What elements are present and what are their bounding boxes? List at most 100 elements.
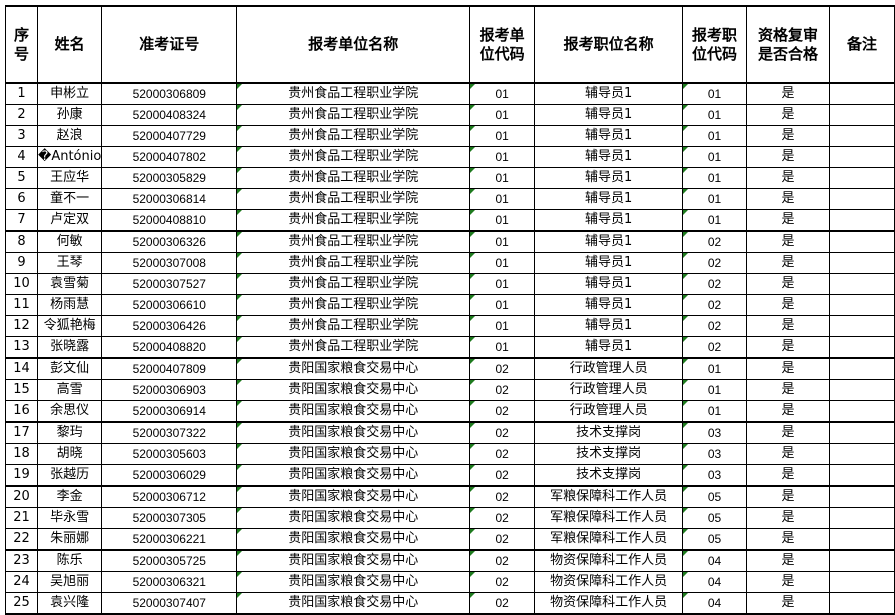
- cell-unit-code[interactable]: 02: [469, 443, 536, 465]
- cell-unit-name[interactable]: 贵州食品工程职业学院: [236, 104, 471, 126]
- cell-position-code[interactable]: 01: [682, 357, 748, 380]
- cell-unit-code[interactable]: 01: [469, 146, 536, 168]
- cell-remarks[interactable]: [828, 252, 895, 274]
- cell-position-code[interactable]: 02: [682, 252, 748, 274]
- cell-exam-id[interactable]: 52000305603: [101, 443, 238, 465]
- cell-remarks[interactable]: [828, 82, 895, 105]
- cell-position-code[interactable]: 05: [682, 528, 748, 551]
- cell-name[interactable]: 袁兴隆: [36, 592, 103, 615]
- cell-index[interactable]: 12: [5, 315, 38, 337]
- cell-position-name[interactable]: 行政管理人员: [534, 400, 684, 423]
- cell-remarks[interactable]: [828, 125, 895, 147]
- cell-name[interactable]: �António: [36, 146, 103, 168]
- cell-unit-code[interactable]: 02: [469, 421, 536, 444]
- cell-index[interactable]: 21: [5, 507, 38, 529]
- cell-remarks[interactable]: [828, 507, 895, 529]
- cell-unit-name[interactable]: 贵阳国家粮食交易中心: [236, 421, 471, 444]
- cell-name[interactable]: 李金: [36, 485, 103, 508]
- cell-position-name[interactable]: 辅导员1: [534, 82, 684, 105]
- cell-position-name[interactable]: 辅导员1: [534, 104, 684, 126]
- cell-unit-code[interactable]: 01: [469, 209, 536, 232]
- cell-unit-name[interactable]: 贵阳国家粮食交易中心: [236, 571, 471, 593]
- cell-exam-id[interactable]: 52000407729: [101, 125, 238, 147]
- cell-qualified[interactable]: 是: [746, 400, 830, 423]
- cell-index[interactable]: 1: [5, 82, 38, 105]
- cell-position-code[interactable]: 01: [682, 82, 748, 105]
- cell-unit-code[interactable]: 01: [469, 82, 536, 105]
- cell-name[interactable]: 王琴: [36, 252, 103, 274]
- cell-remarks[interactable]: [828, 528, 895, 551]
- cell-position-code[interactable]: 01: [682, 167, 748, 189]
- cell-unit-name[interactable]: 贵州食品工程职业学院: [236, 315, 471, 337]
- cell-index[interactable]: 16: [5, 400, 38, 423]
- cell-position-name[interactable]: 物资保障科工作人员: [534, 592, 684, 615]
- cell-unit-code[interactable]: 01: [469, 252, 536, 274]
- cell-qualified[interactable]: 是: [746, 146, 830, 168]
- cell-position-name[interactable]: 军粮保障科工作人员: [534, 528, 684, 551]
- cell-remarks[interactable]: [828, 400, 895, 423]
- cell-unit-code[interactable]: 02: [469, 507, 536, 529]
- cell-qualified[interactable]: 是: [746, 167, 830, 189]
- cell-position-name[interactable]: 辅导员1: [534, 188, 684, 210]
- cell-position-code[interactable]: 01: [682, 209, 748, 232]
- cell-position-name[interactable]: 辅导员1: [534, 146, 684, 168]
- cell-position-name[interactable]: 辅导员1: [534, 273, 684, 295]
- cell-position-code[interactable]: 01: [682, 146, 748, 168]
- cell-index[interactable]: 22: [5, 528, 38, 551]
- cell-position-name[interactable]: 辅导员1: [534, 336, 684, 359]
- cell-index[interactable]: 17: [5, 421, 38, 444]
- cell-exam-id[interactable]: 52000305725: [101, 549, 238, 572]
- cell-qualified[interactable]: 是: [746, 592, 830, 615]
- cell-remarks[interactable]: [828, 421, 895, 444]
- cell-position-code[interactable]: 05: [682, 507, 748, 529]
- cell-position-name[interactable]: 军粮保障科工作人员: [534, 485, 684, 508]
- cell-remarks[interactable]: [828, 230, 895, 253]
- cell-remarks[interactable]: [828, 104, 895, 126]
- cell-unit-name[interactable]: 贵州食品工程职业学院: [236, 125, 471, 147]
- cell-position-code[interactable]: 03: [682, 421, 748, 444]
- cell-index[interactable]: 14: [5, 357, 38, 380]
- cell-qualified[interactable]: 是: [746, 125, 830, 147]
- cell-exam-id[interactable]: 52000307008: [101, 252, 238, 274]
- cell-index[interactable]: 4: [5, 146, 38, 168]
- cell-position-name[interactable]: 物资保障科工作人员: [534, 549, 684, 572]
- cell-unit-code[interactable]: 02: [469, 571, 536, 593]
- cell-name[interactable]: 陈乐: [36, 549, 103, 572]
- cell-name[interactable]: 何敏: [36, 230, 103, 253]
- cell-exam-id[interactable]: 52000307407: [101, 592, 238, 615]
- cell-exam-id[interactable]: 52000306814: [101, 188, 238, 210]
- cell-remarks[interactable]: [828, 294, 895, 316]
- cell-index[interactable]: 6: [5, 188, 38, 210]
- cell-qualified[interactable]: 是: [746, 571, 830, 593]
- cell-exam-id[interactable]: 52000407802: [101, 146, 238, 168]
- cell-remarks[interactable]: [828, 443, 895, 465]
- cell-exam-id[interactable]: 52000307527: [101, 273, 238, 295]
- cell-name[interactable]: 赵浪: [36, 125, 103, 147]
- cell-qualified[interactable]: 是: [746, 273, 830, 295]
- cell-position-code[interactable]: 02: [682, 315, 748, 337]
- cell-position-name[interactable]: 辅导员1: [534, 209, 684, 232]
- cell-exam-id[interactable]: 52000307322: [101, 421, 238, 444]
- cell-remarks[interactable]: [828, 549, 895, 572]
- cell-position-name[interactable]: 辅导员1: [534, 315, 684, 337]
- cell-unit-name[interactable]: 贵州食品工程职业学院: [236, 230, 471, 253]
- cell-exam-id[interactable]: 52000407809: [101, 357, 238, 380]
- cell-qualified[interactable]: 是: [746, 485, 830, 508]
- cell-index[interactable]: 20: [5, 485, 38, 508]
- cell-position-code[interactable]: 02: [682, 230, 748, 253]
- cell-unit-code[interactable]: 01: [469, 125, 536, 147]
- cell-qualified[interactable]: 是: [746, 104, 830, 126]
- cell-position-name[interactable]: 技术支撑岗: [534, 464, 684, 487]
- cell-exam-id[interactable]: 52000307305: [101, 507, 238, 529]
- cell-unit-code[interactable]: 02: [469, 592, 536, 615]
- cell-index[interactable]: 15: [5, 379, 38, 401]
- cell-unit-name[interactable]: 贵阳国家粮食交易中心: [236, 464, 471, 487]
- cell-unit-name[interactable]: 贵阳国家粮食交易中心: [236, 528, 471, 551]
- cell-qualified[interactable]: 是: [746, 294, 830, 316]
- cell-unit-name[interactable]: 贵州食品工程职业学院: [236, 167, 471, 189]
- cell-name[interactable]: 杨雨慧: [36, 294, 103, 316]
- cell-index[interactable]: 18: [5, 443, 38, 465]
- cell-remarks[interactable]: [828, 357, 895, 380]
- cell-name[interactable]: 孙康: [36, 104, 103, 126]
- cell-unit-code[interactable]: 01: [469, 230, 536, 253]
